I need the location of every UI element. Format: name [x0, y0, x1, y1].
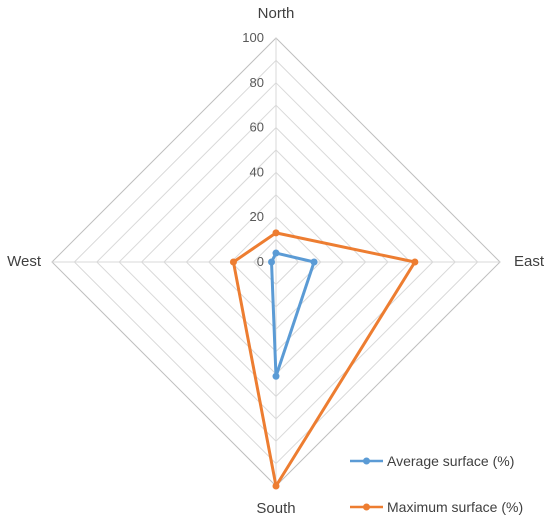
axis-label-north: North — [258, 5, 295, 22]
tick-label: 40 — [250, 164, 264, 179]
legend-item-maximum: Maximum surface (%) — [350, 499, 523, 515]
tick-label: 60 — [250, 120, 264, 135]
data-point — [272, 249, 280, 257]
axis-label-south: South — [256, 500, 295, 517]
data-point — [268, 258, 276, 266]
legend-marker-maximum — [363, 503, 370, 511]
legend-label-maximum: Maximum surface (%) — [387, 499, 523, 515]
axis-label-east: East — [514, 253, 545, 270]
legend: Average surface (%) Maximum surface (%) — [350, 453, 523, 515]
legend-item-average: Average surface (%) — [350, 453, 514, 469]
radar-grid — [51, 37, 501, 487]
legend-marker-average — [363, 457, 370, 465]
radial-tick-labels: 0 20 40 60 80 100 — [242, 30, 264, 269]
tick-label: 80 — [250, 75, 264, 90]
axis-labels: North East South West — [7, 5, 545, 517]
data-point — [272, 482, 280, 490]
data-point — [272, 229, 280, 237]
series-layer — [229, 229, 419, 490]
tick-label: 20 — [250, 209, 264, 224]
legend-label-average: Average surface (%) — [387, 453, 514, 469]
tick-label: 100 — [242, 30, 264, 45]
data-point — [272, 372, 280, 380]
data-point — [310, 258, 318, 266]
axis-label-west: West — [7, 253, 42, 270]
data-point — [411, 258, 419, 266]
tick-label: 0 — [257, 254, 264, 269]
data-point — [229, 258, 237, 266]
